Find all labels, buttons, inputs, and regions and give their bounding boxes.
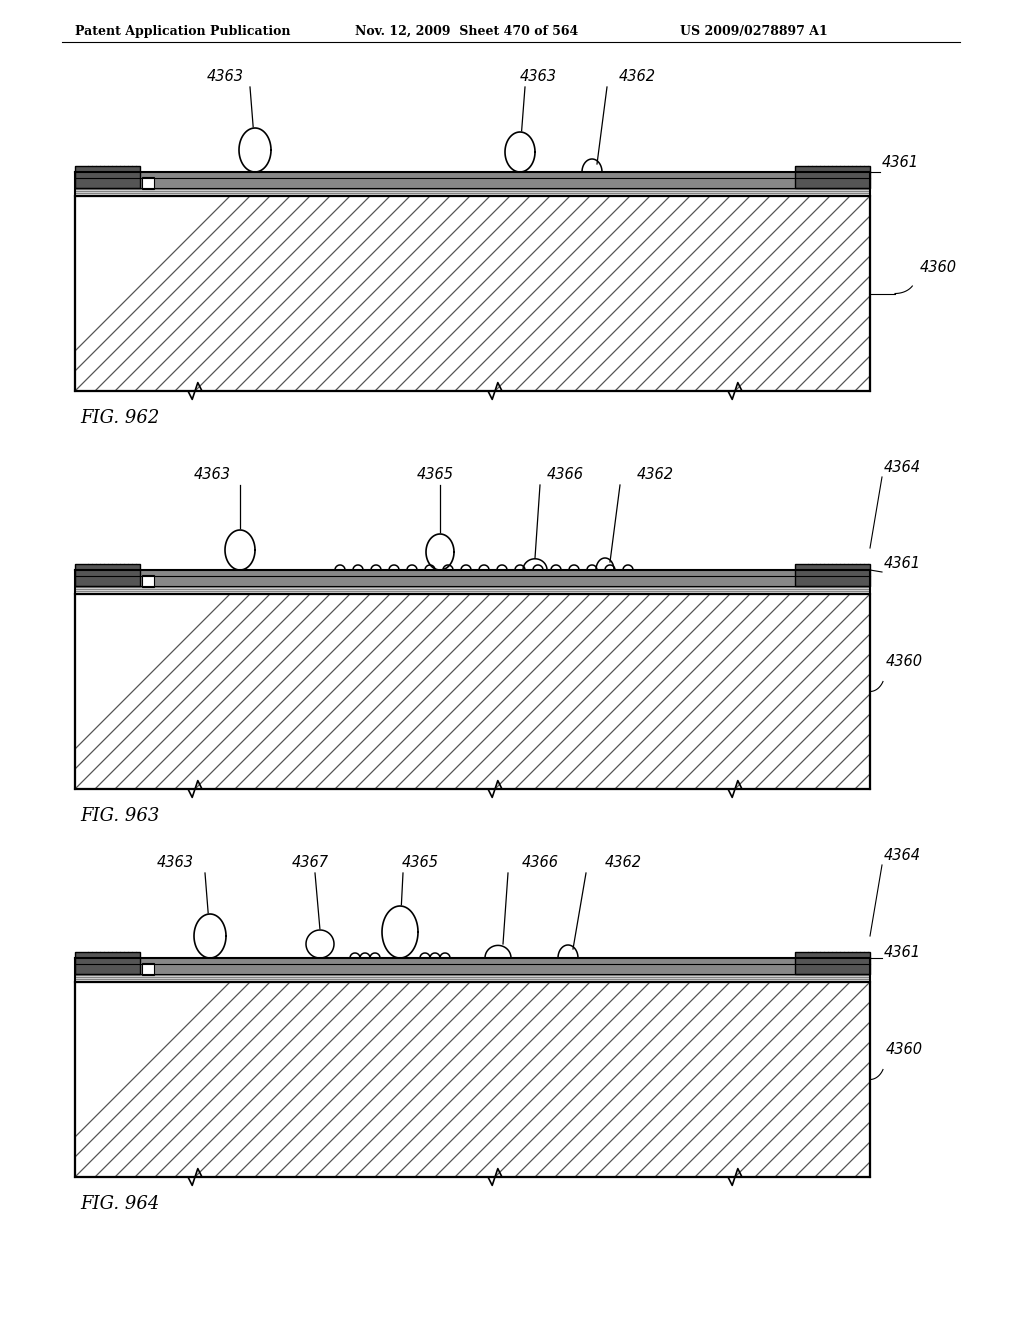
- Text: FIG. 964: FIG. 964: [80, 1195, 160, 1213]
- Bar: [75, 952, 140, 974]
- Bar: [75, 564, 140, 586]
- Text: 4362: 4362: [618, 69, 655, 84]
- Text: 4367: 4367: [292, 855, 329, 870]
- Bar: [142, 964, 154, 975]
- Polygon shape: [194, 913, 226, 958]
- Bar: [75, 586, 870, 594]
- Bar: [75, 594, 870, 789]
- Bar: [75, 195, 870, 391]
- Bar: [795, 564, 870, 586]
- Bar: [75, 974, 870, 982]
- Text: Patent Application Publication: Patent Application Publication: [75, 25, 291, 38]
- Polygon shape: [239, 128, 271, 172]
- Bar: [75, 195, 870, 391]
- Polygon shape: [505, 132, 535, 172]
- Bar: [75, 982, 870, 1177]
- Bar: [75, 166, 140, 187]
- Polygon shape: [306, 931, 334, 958]
- Text: US 2009/0278897 A1: US 2009/0278897 A1: [680, 25, 827, 38]
- Text: 4366: 4366: [521, 855, 558, 870]
- Text: 4364: 4364: [884, 459, 921, 475]
- Text: FIG. 962: FIG. 962: [80, 409, 160, 426]
- Polygon shape: [382, 906, 418, 958]
- Text: 4365: 4365: [401, 855, 438, 870]
- Text: 4363: 4363: [519, 69, 556, 84]
- Bar: [795, 166, 870, 187]
- Bar: [75, 594, 870, 789]
- Text: FIG. 963: FIG. 963: [80, 807, 160, 825]
- Bar: [75, 958, 870, 964]
- Bar: [75, 982, 870, 1177]
- Polygon shape: [225, 531, 255, 570]
- Text: 4362: 4362: [637, 467, 674, 482]
- Text: 4363: 4363: [207, 69, 244, 84]
- Bar: [75, 576, 870, 586]
- Text: 4361: 4361: [884, 945, 921, 960]
- Text: 4363: 4363: [157, 855, 194, 870]
- Bar: [75, 178, 870, 187]
- Text: 4361: 4361: [882, 154, 919, 170]
- Text: 4360: 4360: [886, 655, 923, 669]
- Bar: [75, 952, 140, 974]
- Bar: [142, 177, 154, 189]
- Bar: [75, 570, 870, 576]
- Text: 4360: 4360: [920, 260, 957, 276]
- Bar: [795, 952, 870, 974]
- Bar: [795, 166, 870, 187]
- Bar: [795, 952, 870, 974]
- Bar: [75, 187, 870, 195]
- Text: 4366: 4366: [547, 467, 584, 482]
- Bar: [75, 564, 140, 586]
- Text: 4364: 4364: [884, 847, 921, 863]
- Text: 4365: 4365: [417, 467, 454, 482]
- Bar: [795, 564, 870, 586]
- Bar: [75, 166, 140, 187]
- Text: 4362: 4362: [604, 855, 641, 870]
- Text: 4360: 4360: [886, 1043, 923, 1057]
- Polygon shape: [426, 535, 454, 570]
- Text: Nov. 12, 2009  Sheet 470 of 564: Nov. 12, 2009 Sheet 470 of 564: [355, 25, 579, 38]
- Bar: [75, 172, 870, 178]
- Bar: [75, 964, 870, 974]
- Bar: [142, 576, 154, 587]
- Text: 4363: 4363: [194, 467, 230, 482]
- Text: 4361: 4361: [884, 556, 921, 572]
